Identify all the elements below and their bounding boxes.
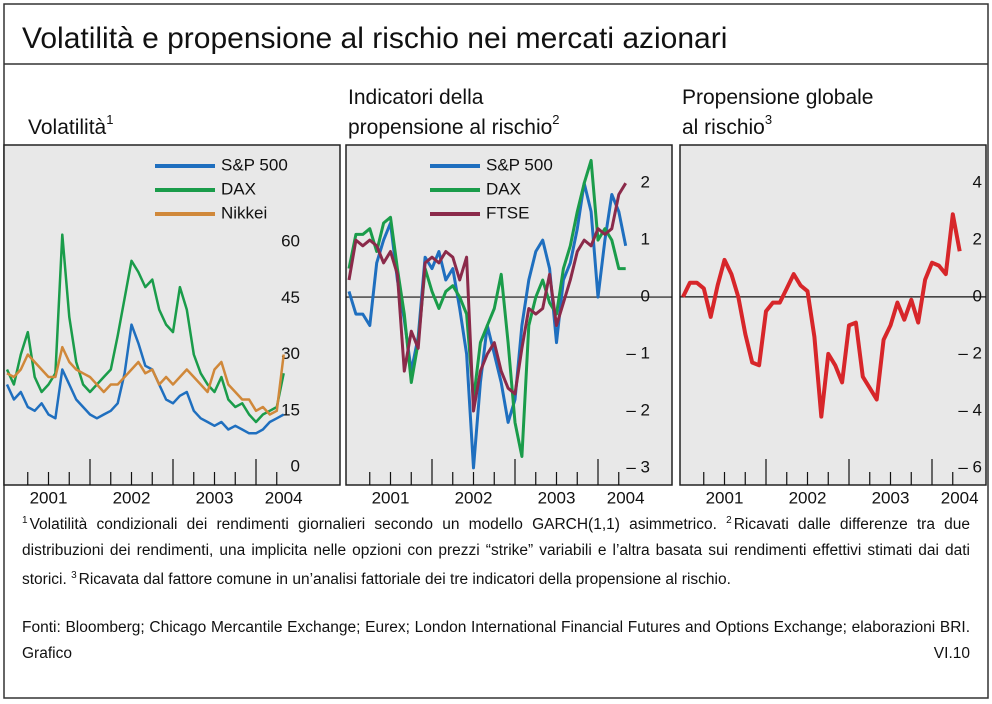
sources-text: Fonti: Bloomberg; Chicago Mercantile Exc… bbox=[22, 619, 970, 636]
panel-title: Propensione globale bbox=[682, 86, 873, 109]
x-tick-label: 2003 bbox=[872, 488, 910, 507]
y-tick-label: – 6 bbox=[958, 457, 982, 476]
y-tick-label: 15 bbox=[281, 400, 300, 419]
legend-label: S&P 500 bbox=[486, 155, 553, 174]
y-tick-label: – 1 bbox=[626, 343, 650, 362]
x-tick-label: 2003 bbox=[538, 488, 576, 507]
legend-label: DAX bbox=[221, 179, 256, 198]
panel-title: Volatilità1 bbox=[28, 112, 113, 138]
note-marker: 1 bbox=[22, 515, 28, 526]
series-line bbox=[6, 345, 285, 416]
y-tick-label: 2 bbox=[973, 229, 982, 248]
y-tick-label: 4 bbox=[973, 172, 982, 191]
title-note: 2 bbox=[552, 112, 559, 127]
panel-title-line: al rischio bbox=[682, 116, 765, 139]
x-tick-label: 2004 bbox=[607, 488, 645, 507]
panel-title-line: Propensione globale bbox=[682, 86, 873, 109]
panel-title-line: Indicatori della bbox=[348, 86, 484, 109]
figure-label: Grafico VI.10 bbox=[22, 644, 970, 662]
panel-title: propensione al rischio2 bbox=[348, 112, 560, 138]
figure-title: Volatilità e propensione al rischio nei … bbox=[22, 22, 727, 55]
sources: Fonti: Bloomberg; Chicago Mercantile Exc… bbox=[22, 615, 970, 666]
x-tick-label: 2002 bbox=[789, 488, 827, 507]
title-note: 1 bbox=[106, 112, 113, 127]
y-tick-label: 2 bbox=[641, 173, 650, 192]
x-tick-label: 2004 bbox=[941, 488, 979, 507]
note-text: Ricavata dal fattore comune in un’analis… bbox=[78, 571, 731, 588]
legend-label: DAX bbox=[486, 179, 521, 198]
y-tick-label: 30 bbox=[281, 344, 300, 363]
panel-title: al rischio3 bbox=[682, 112, 772, 138]
y-tick-label: 0 bbox=[973, 286, 982, 305]
y-tick-label: – 2 bbox=[626, 400, 650, 419]
panel-title-line: propensione al rischio bbox=[348, 116, 552, 139]
legend-label: Nikkei bbox=[221, 203, 267, 222]
y-tick-label: – 4 bbox=[958, 400, 982, 419]
x-tick-label: 2001 bbox=[706, 488, 744, 507]
panel bbox=[3, 144, 341, 486]
x-tick-label: 2003 bbox=[196, 488, 234, 507]
y-tick-label: 0 bbox=[291, 456, 300, 475]
y-tick-label: 60 bbox=[281, 232, 300, 251]
y-tick-label: – 2 bbox=[958, 343, 982, 362]
note-text: Ricavati dalle differenze tra due distri… bbox=[22, 516, 971, 588]
series-line bbox=[5, 323, 285, 435]
panel-title: Indicatori della bbox=[348, 86, 484, 109]
footnotes: 1 Volatilità condizionali dei rendimenti … bbox=[22, 508, 970, 593]
panel bbox=[679, 144, 987, 486]
legend-label: FTSE bbox=[486, 203, 529, 222]
note-marker: 2 bbox=[726, 515, 732, 526]
x-tick-label: 2002 bbox=[113, 488, 151, 507]
y-tick-label: – 3 bbox=[626, 457, 650, 476]
y-tick-label: 45 bbox=[281, 288, 300, 307]
x-tick-label: 2001 bbox=[372, 488, 410, 507]
note-text: Volatilità condizionali dei rendimenti g… bbox=[29, 516, 717, 533]
series-line bbox=[681, 212, 962, 419]
note-marker: 3 bbox=[71, 570, 77, 581]
legend-label: S&P 500 bbox=[221, 155, 288, 174]
title-note: 3 bbox=[765, 112, 772, 127]
series-line bbox=[347, 182, 627, 413]
y-tick-label: 1 bbox=[641, 230, 650, 249]
panel-title-line: Volatilità bbox=[28, 116, 107, 139]
x-tick-label: 2001 bbox=[30, 488, 68, 507]
y-tick-label: 0 bbox=[641, 287, 650, 306]
x-tick-label: 2004 bbox=[265, 488, 303, 507]
x-tick-label: 2002 bbox=[455, 488, 493, 507]
series-line bbox=[347, 158, 626, 458]
